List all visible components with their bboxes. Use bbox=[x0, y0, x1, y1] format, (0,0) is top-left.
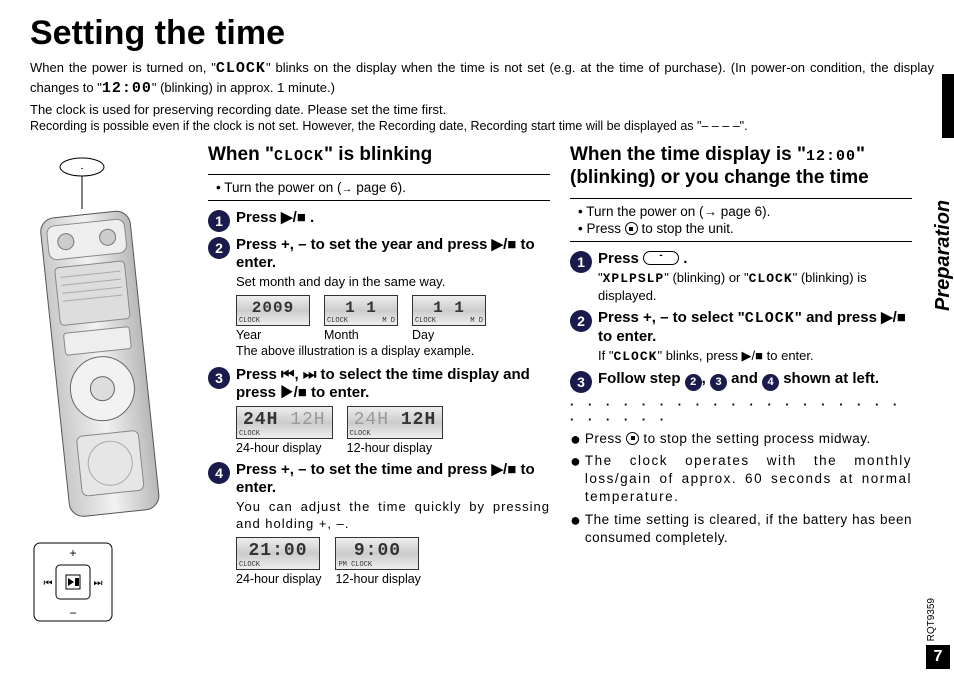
svg-text:+: + bbox=[69, 546, 76, 560]
note-3: ●The time setting is cleared, if the bat… bbox=[570, 511, 912, 547]
page-number: 7 bbox=[926, 645, 950, 669]
svg-text:-: - bbox=[81, 163, 84, 173]
step-ref-icon: 4 bbox=[762, 374, 779, 391]
menu-button-icon bbox=[643, 251, 679, 265]
doc-code: RQT9359 bbox=[926, 598, 937, 641]
step-ref-icon: 3 bbox=[710, 374, 727, 391]
intro-line-3: Recording is possible even if the clock … bbox=[30, 119, 934, 133]
left-prereq-box: • Turn the power on (→ page 6). bbox=[208, 174, 550, 201]
device-illustration: + − ⏮ ⏭ - bbox=[30, 143, 198, 638]
lcd-12h: 24H 12HCLOCK bbox=[347, 406, 444, 439]
note-1: ●Press to stop the setting process midwa… bbox=[570, 430, 912, 448]
step-number-icon: 3 bbox=[208, 367, 230, 389]
note-2: ●The clock operates with the monthly los… bbox=[570, 452, 912, 507]
stop-icon bbox=[626, 432, 639, 445]
page-title: Setting the time bbox=[30, 14, 934, 53]
intro-paragraph: When the power is turned on, "CLOCK" bli… bbox=[30, 59, 934, 100]
step-number-icon: 3 bbox=[570, 371, 592, 393]
right-step-2: 2 Press +, – to select "CLOCK" and press… bbox=[570, 309, 912, 366]
lcd-24h: 24H 12HCLOCK bbox=[236, 406, 333, 439]
section-tab-marker bbox=[942, 74, 954, 138]
lcd-time-24: 21:00CLOCK bbox=[236, 537, 320, 570]
lcd-day: 1 1CLOCKM D bbox=[412, 295, 486, 326]
right-heading: When the time display is "12:00" (blinki… bbox=[570, 143, 912, 191]
step-number-icon: 2 bbox=[208, 237, 230, 259]
step-number-icon: 1 bbox=[570, 251, 592, 273]
lcd-month: 1 1CLOCKM D bbox=[324, 295, 398, 326]
step-ref-icon: 2 bbox=[685, 374, 702, 391]
left-heading: When "CLOCK" is blinking bbox=[208, 143, 550, 167]
left-step-3: 3 Press ⏮, ⏭ to select the time display … bbox=[208, 366, 550, 457]
step-number-icon: 1 bbox=[208, 210, 230, 232]
svg-text:⏮: ⏮ bbox=[44, 578, 53, 589]
left-step-2: 2 Press +, – to set the year and press ▶… bbox=[208, 236, 550, 362]
left-step-4: 4 Press +, – to set the time and press ▶… bbox=[208, 461, 550, 588]
step-number-icon: 4 bbox=[208, 462, 230, 484]
svg-text:−: − bbox=[69, 606, 76, 620]
right-step-3: 3 Follow step 2, 3 and 4 shown at left. bbox=[570, 370, 912, 393]
step-number-icon: 2 bbox=[570, 310, 592, 332]
intro-line-2: The clock is used for preserving recordi… bbox=[30, 102, 934, 117]
dotted-divider: · · · · · · · · · · · · · · · · · · · · … bbox=[570, 397, 912, 427]
section-label: Preparation bbox=[932, 165, 954, 345]
svg-text:⏭: ⏭ bbox=[94, 578, 103, 589]
lcd-year: 2009CLOCK bbox=[236, 295, 310, 326]
right-prereq-box: • Turn the power on (→ page 6). • Press … bbox=[570, 198, 912, 242]
lcd-time-12: 9:00PM CLOCK bbox=[335, 537, 419, 570]
right-step-1: 1 Press . "XPLPSLP" (blinking) or "CLOCK… bbox=[570, 250, 912, 305]
stop-icon bbox=[625, 222, 638, 235]
left-step-1: 1 Press ▶/■ . bbox=[208, 209, 550, 232]
